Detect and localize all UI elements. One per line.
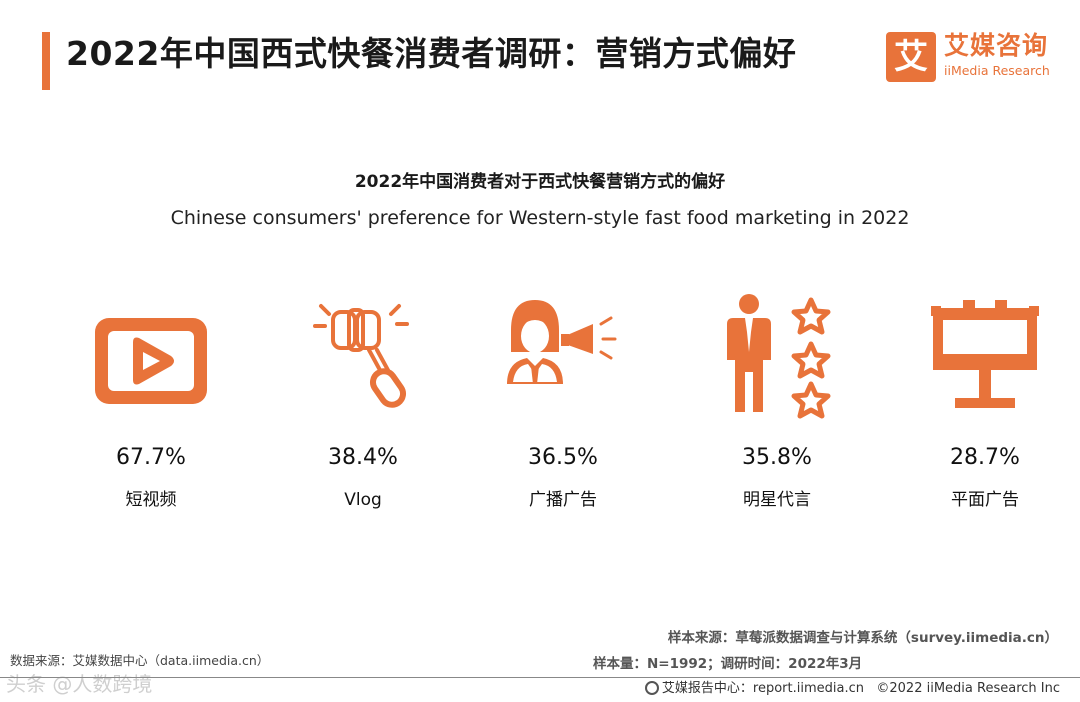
sample-source: 样本来源：草莓派数据调查与计算系统（survey.iimedia.cn） [667, 630, 1058, 646]
category-label: 明星代言 [743, 490, 811, 510]
preference-item: 67.7% 短视频 [56, 292, 246, 532]
watermark: 头条 @人数跨境 [6, 672, 153, 696]
globe-icon [644, 681, 659, 695]
data-source: 数据来源：艾媒数据中心（data.iimedia.cn） [10, 653, 270, 668]
logo-name-en: iiMedia Research [944, 63, 1050, 78]
preference-item: 28.7% 平面广告 [890, 292, 1080, 532]
title-accent-bar [42, 32, 50, 90]
chart-title: 2022年中国消费者对于西式快餐营销方式的偏好 [354, 172, 726, 192]
preference-item: 36.5% 广播广告 [468, 292, 658, 532]
sample-size: 样本量：N=1992；调研时间：2022年3月 [593, 656, 863, 672]
copyright: ©2022 iiMedia Research Inc [876, 681, 1060, 696]
report-center-link[interactable]: 艾媒报告中心：report.iimedia.cn [661, 681, 864, 696]
category-label: Vlog [344, 490, 382, 510]
chart-subtitle: Chinese consumers' preference for Wester… [170, 207, 910, 229]
video-play-icon [95, 318, 207, 404]
value-label: 35.8% [742, 445, 812, 470]
footer-credits: 艾媒报告中心：report.iimedia.cn ©2022 iiMedia R… [644, 680, 1060, 698]
category-label: 平面广告 [951, 490, 1019, 510]
footer-divider [0, 677, 1080, 678]
value-label: 36.5% [528, 445, 598, 470]
page-title: 2022年中国西式快餐消费者调研：营销方式偏好 [66, 34, 797, 73]
category-label: 广播广告 [529, 490, 597, 510]
value-label: 67.7% [116, 445, 186, 470]
value-label: 38.4% [328, 445, 398, 470]
logo-name-cn: 艾媒咨询 [944, 31, 1049, 60]
celebrity-stars-icon [727, 294, 831, 419]
value-label: 28.7% [950, 445, 1020, 470]
billboard-icon [931, 300, 1039, 408]
logo-mark-icon: 艾 [886, 32, 936, 82]
brand-logo: 艾 艾媒咨询 iiMedia Research [886, 30, 1066, 84]
megaphone-speaker-icon [507, 300, 617, 384]
category-label: 短视频 [125, 490, 177, 510]
preference-item: 38.4% Vlog [268, 292, 458, 532]
selfie-stick-icon [313, 304, 409, 408]
preference-item: 35.8% 明星代言 [682, 292, 872, 532]
